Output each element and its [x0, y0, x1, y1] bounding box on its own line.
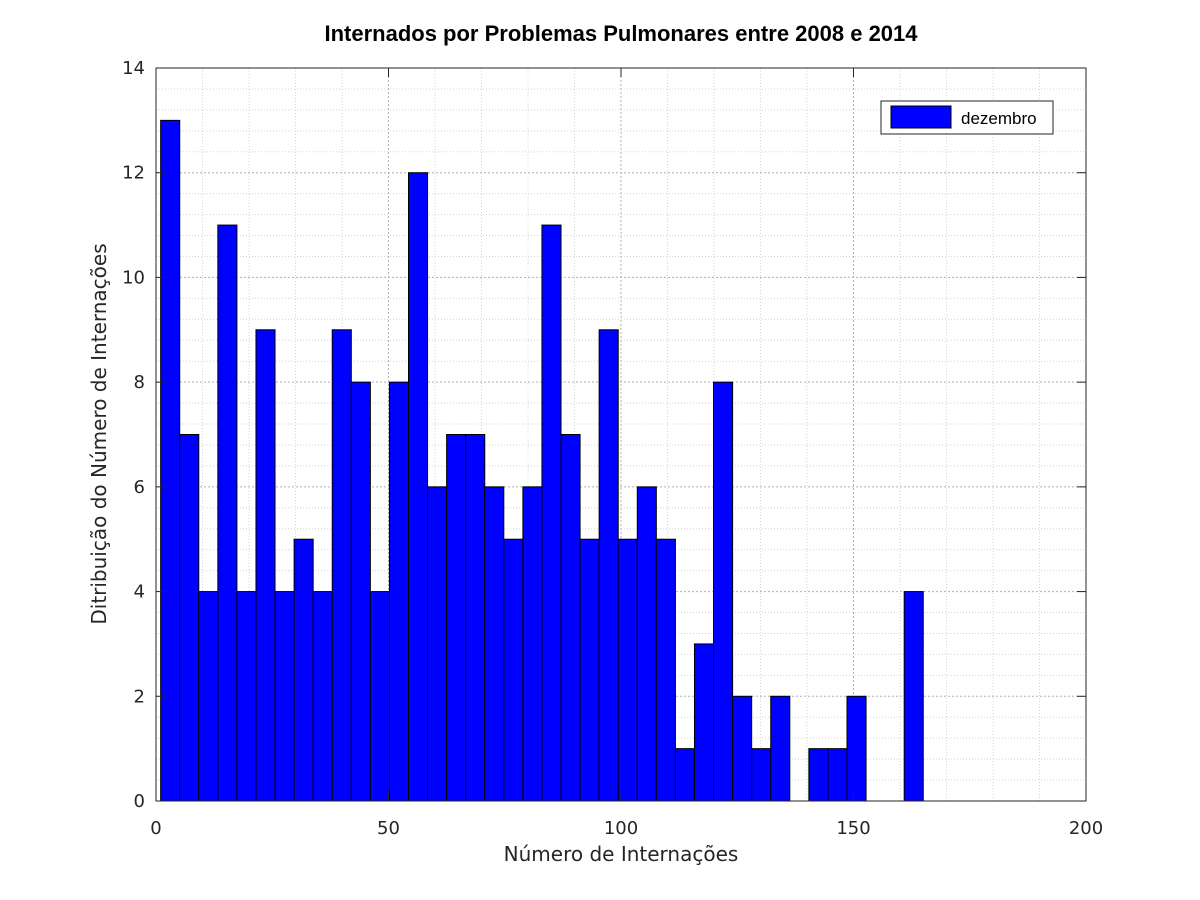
y-tick-label: 0: [134, 791, 145, 812]
histogram-bar: [503, 538, 524, 802]
histogram-bar: [598, 329, 619, 802]
histogram-bar: [446, 434, 467, 802]
histogram-bar: [617, 538, 638, 802]
histogram-bar: [579, 538, 600, 802]
histogram-bar: [827, 748, 848, 802]
y-tick-label: 14: [122, 58, 145, 79]
histogram-bar: [751, 748, 772, 802]
legend: dezembro: [880, 100, 1054, 135]
histogram-bar: [293, 538, 314, 802]
histogram-bar: [407, 172, 429, 802]
x-axis-label: Número de Internações: [504, 842, 739, 866]
histogram-bar: [808, 748, 829, 802]
histogram-bar: [541, 224, 562, 802]
y-tick-labels: 0 2 4 6 8 10 12 14: [122, 58, 145, 812]
histogram-bar: [636, 486, 657, 802]
x-tick-label: 150: [836, 818, 870, 839]
bars: [160, 119, 924, 802]
histogram-bar: [312, 591, 333, 802]
histogram-bar: [427, 486, 448, 802]
histogram-bar: [179, 434, 200, 802]
y-tick-label: 4: [134, 582, 145, 603]
histogram-bar: [655, 538, 676, 802]
histogram-bar: [274, 591, 295, 802]
histogram-bar: [903, 591, 924, 802]
histogram-bar: [236, 591, 257, 802]
histogram-bar: [255, 329, 276, 802]
histogram-bar: [369, 591, 390, 802]
histogram-bar: [522, 486, 543, 802]
histogram-bar: [770, 695, 791, 802]
x-tick-label: 50: [377, 818, 400, 839]
chart-title: Internados por Problemas Pulmonares entr…: [324, 21, 918, 46]
histogram-bar: [198, 591, 219, 802]
histogram-bar: [331, 329, 352, 802]
x-tick-label: 100: [604, 818, 638, 839]
x-tick-label: 0: [150, 818, 161, 839]
y-tick-label: 2: [134, 686, 145, 707]
histogram-bar: [350, 381, 371, 802]
histogram-bar: [484, 486, 505, 802]
x-tick-labels: 0 50 100 150 200: [150, 818, 1103, 839]
histogram-bar: [160, 119, 181, 802]
x-tick-label: 200: [1069, 818, 1103, 839]
y-tick-label: 6: [134, 477, 145, 498]
y-tick-label: 12: [122, 163, 145, 184]
histogram-bar: [560, 434, 581, 802]
histogram-bar: [465, 434, 486, 802]
y-tick-label: 10: [122, 267, 145, 288]
histogram-bar: [388, 381, 409, 802]
histogram-bar: [693, 643, 715, 802]
histogram-bar: [217, 224, 238, 802]
legend-label: dezembro: [961, 109, 1037, 128]
y-tick-label: 8: [134, 372, 145, 393]
y-axis-label: Ditribuição do Número de Internações: [87, 243, 111, 624]
histogram-bar: [713, 381, 734, 802]
histogram-bar: [732, 695, 753, 802]
tick-marks: [155, 67, 1087, 802]
histogram-bar: [674, 748, 695, 802]
histogram-bar: [846, 695, 867, 802]
legend-swatch: [890, 105, 952, 129]
